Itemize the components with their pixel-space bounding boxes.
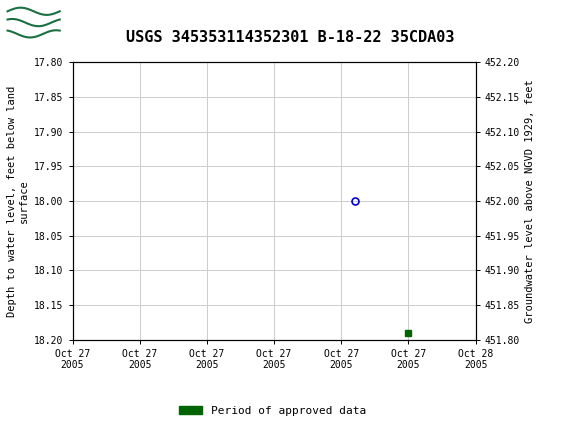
Text: USGS 345353114352301 B-18-22 35CDA03: USGS 345353114352301 B-18-22 35CDA03 [126,30,454,45]
Legend: Period of approved data: Period of approved data [175,401,370,420]
Text: USGS: USGS [71,12,126,31]
Y-axis label: Depth to water level, feet below land
surface: Depth to water level, feet below land su… [7,86,28,316]
FancyBboxPatch shape [5,3,63,42]
Y-axis label: Groundwater level above NGVD 1929, feet: Groundwater level above NGVD 1929, feet [525,79,535,323]
